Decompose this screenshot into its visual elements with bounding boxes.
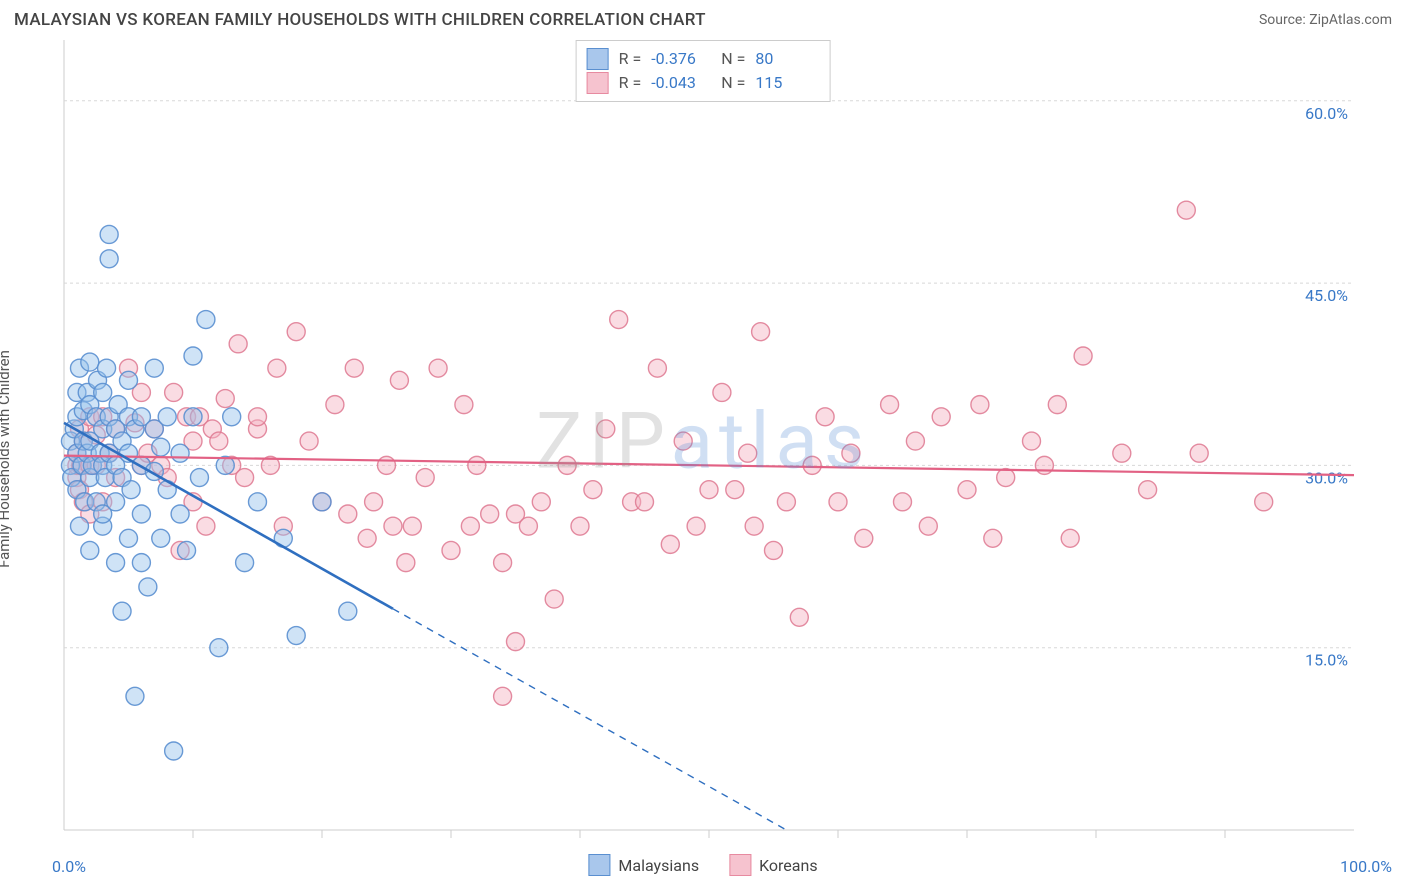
r-value: -0.043	[651, 71, 711, 95]
legend-swatch-icon	[587, 48, 609, 70]
chart-title: MALAYSIAN VS KOREAN FAMILY HOUSEHOLDS WI…	[14, 10, 706, 30]
r-label: R =	[619, 47, 642, 71]
legend-swatch-icon	[588, 854, 610, 876]
n-value: 80	[755, 47, 815, 71]
legend-item-label: Koreans	[759, 856, 818, 875]
legend-swatch-icon	[587, 72, 609, 94]
legend-row: R = -0.043 N = 115	[587, 71, 816, 95]
legend-swatch-icon	[729, 854, 751, 876]
svg-text:45.0%: 45.0%	[1305, 286, 1348, 305]
svg-text:30.0%: 30.0%	[1305, 468, 1348, 487]
source-attribution: Source: ZipAtlas.com	[1259, 12, 1392, 28]
svg-text:15.0%: 15.0%	[1305, 651, 1348, 670]
scatter-chart: 15.0% 30.0% 45.0% 60.0%	[14, 40, 1392, 878]
correlation-legend: R = -0.376 N = 80 R = -0.043 N = 115	[576, 40, 831, 102]
x-axis-max-label: 100.0%	[1340, 857, 1392, 876]
legend-item-label: Malaysians	[618, 856, 699, 875]
legend-item[interactable]: Malaysians	[588, 854, 699, 876]
svg-text:60.0%: 60.0%	[1305, 104, 1348, 123]
y-axis-label: Family Households with Children	[0, 350, 13, 568]
source-name[interactable]: ZipAtlas.com	[1309, 12, 1392, 28]
source-label: Source:	[1259, 12, 1309, 28]
n-value: 115	[755, 71, 815, 95]
x-axis-min-label: 0.0%	[52, 857, 86, 876]
r-label: R =	[619, 71, 642, 95]
n-label: N =	[721, 47, 745, 71]
chart-header: MALAYSIAN VS KOREAN FAMILY HOUSEHOLDS WI…	[0, 0, 1406, 36]
chart-container: Family Households with Children 15.0%30.…	[14, 40, 1392, 878]
series-legend: Malaysians Koreans	[588, 854, 817, 876]
n-label: N =	[721, 71, 745, 95]
r-value: -0.376	[651, 47, 711, 71]
legend-row: R = -0.376 N = 80	[587, 47, 816, 71]
legend-item[interactable]: Koreans	[729, 854, 818, 876]
